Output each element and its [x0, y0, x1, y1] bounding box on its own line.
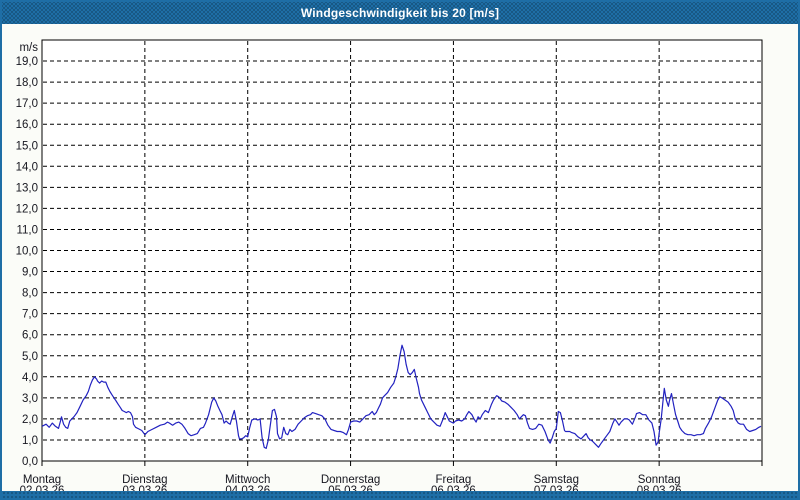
wind-speed-line — [41, 344, 762, 449]
y-tick-label: 15,0 — [16, 140, 38, 152]
y-tick-label: 14,0 — [16, 161, 38, 173]
x-weekday-label: Freitag — [436, 474, 472, 486]
y-tick-label: 12,0 — [16, 203, 38, 215]
x-weekday-label: Donnerstag — [321, 474, 380, 486]
y-tick-label: 13,0 — [16, 182, 38, 194]
y-tick-label: 10,0 — [16, 246, 38, 258]
x-weekday-label: Dienstag — [122, 474, 167, 486]
y-tick-label: 11,0 — [16, 224, 38, 236]
x-weekday-label: Montag — [23, 474, 61, 486]
y-tick-label: 3,0 — [22, 393, 38, 405]
y-tick-label: 16,0 — [16, 119, 38, 131]
y-axis-unit-label: m/s — [19, 42, 38, 54]
y-tick-label: 8,0 — [22, 288, 38, 300]
x-weekday-label: Sonntag — [638, 474, 681, 486]
y-tick-label: 17,0 — [16, 98, 38, 110]
y-tick-label: 1,0 — [22, 435, 38, 447]
bottom-bar — [2, 491, 798, 498]
y-tick-label: 6,0 — [22, 330, 38, 342]
chart-title-bar: Windgeschwindigkeit bis 20 [m/s] — [2, 2, 798, 24]
x-weekday-label: Samstag — [534, 474, 579, 486]
y-tick-label: 19,0 — [16, 56, 38, 68]
y-tick-label: 2,0 — [22, 414, 38, 426]
chart-title: Windgeschwindigkeit bis 20 [m/s] — [300, 6, 500, 20]
y-tick-label: 7,0 — [22, 309, 38, 321]
y-tick-label: 18,0 — [16, 77, 38, 89]
x-weekday-label: Mittwoch — [225, 474, 270, 486]
y-tick-label: 5,0 — [22, 351, 38, 363]
y-tick-label: 0,0 — [22, 456, 38, 468]
y-tick-label: 4,0 — [22, 372, 38, 384]
y-tick-label: 9,0 — [22, 267, 38, 279]
